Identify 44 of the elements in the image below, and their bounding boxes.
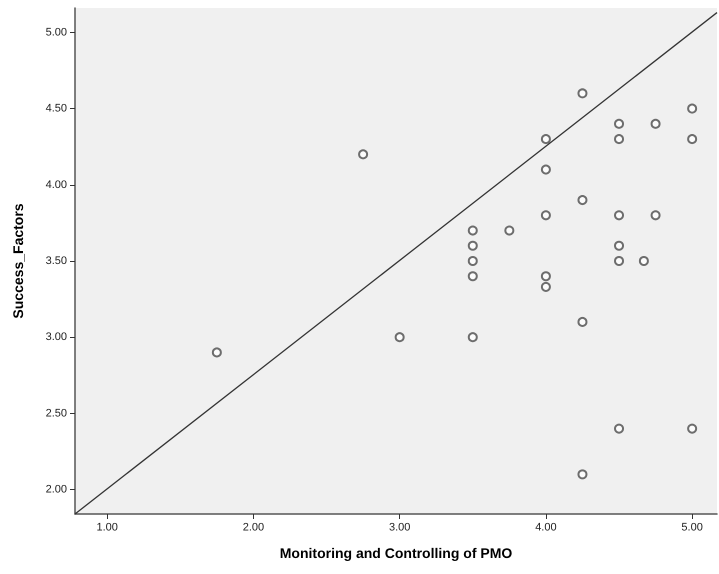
point — [614, 210, 624, 220]
point — [577, 469, 588, 480]
y-tick-label: 3.50 — [46, 255, 67, 267]
point — [577, 195, 588, 206]
point — [540, 282, 551, 292]
x-tick-label: 2.00 — [242, 522, 264, 534]
point — [540, 271, 551, 282]
y-tick-label: 3.00 — [46, 331, 67, 344]
point — [468, 332, 478, 342]
y-tick-label: 2.50 — [46, 407, 67, 420]
point — [687, 424, 698, 434]
x-tick-label: 3.00 — [388, 522, 410, 534]
point — [577, 88, 588, 98]
point — [614, 240, 624, 251]
x-tick-label: 1.00 — [96, 522, 118, 534]
y-tick-label: 5.00 — [46, 26, 67, 38]
point — [540, 164, 551, 175]
y-axis-title: Success_Factors — [10, 203, 26, 319]
y-tick-label: 4.00 — [46, 178, 67, 191]
x-axis-title: Monitoring and Controlling of PMO — [280, 545, 512, 561]
point — [540, 210, 551, 220]
point — [358, 149, 368, 160]
x-tick-label: 5.00 — [681, 522, 703, 534]
point — [687, 104, 698, 114]
point — [468, 240, 478, 251]
y-tick-label: 2.00 — [46, 484, 67, 496]
point — [212, 347, 222, 358]
point — [577, 316, 588, 327]
point — [687, 134, 698, 144]
point — [394, 332, 405, 342]
point — [614, 118, 624, 129]
point — [638, 256, 649, 266]
point — [468, 226, 478, 236]
point — [614, 424, 624, 434]
point — [468, 256, 478, 266]
point — [650, 118, 661, 129]
point — [468, 271, 478, 282]
point — [504, 226, 514, 236]
point — [614, 256, 624, 266]
point — [650, 210, 661, 220]
y-tick-label: 4.50 — [46, 102, 67, 115]
point — [540, 134, 551, 144]
x-tick-label: 4.00 — [535, 522, 557, 534]
point — [614, 134, 624, 144]
